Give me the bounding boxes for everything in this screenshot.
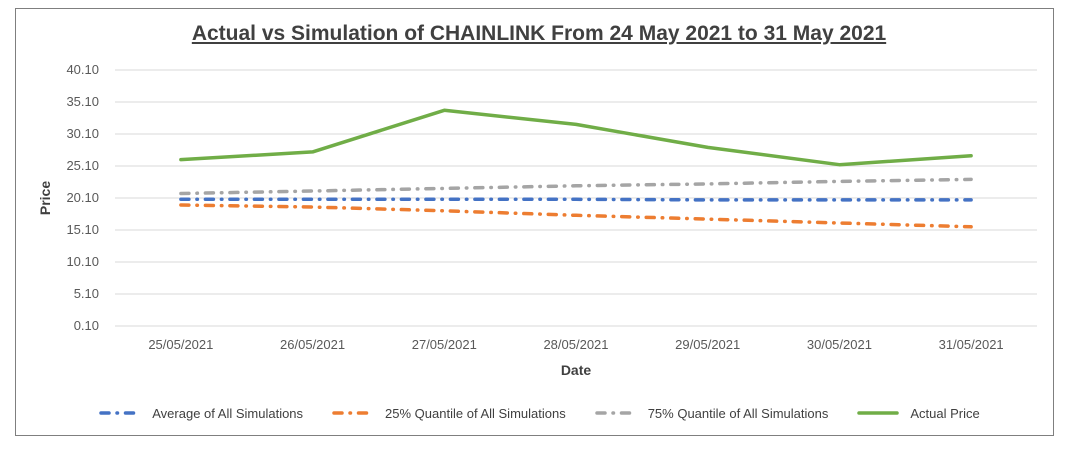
- y-tick-label-3: 15.10: [66, 222, 99, 237]
- legend-item-1: 25% Quantile of All Simulations: [331, 406, 566, 421]
- x-tick-label-5: 30/05/2021: [807, 337, 872, 352]
- legend-item-2: 75% Quantile of All Simulations: [594, 405, 829, 421]
- x-tick-labels: 25/05/2021 26/05/2021 27/05/2021 28/05/2021…: [148, 337, 1003, 352]
- y-tick-label-8: 40.10: [66, 62, 99, 77]
- chart-frame: [15, 8, 1054, 436]
- series-lines: [179, 108, 973, 229]
- y-tick-labels: 0.10 5.10 10.10 15.10 20.10 25.10 30.10 35.10 40…: [66, 62, 99, 333]
- series-line-0: [179, 197, 973, 202]
- series-line-3: [179, 108, 973, 167]
- y-tick-label-2: 10.10: [66, 254, 99, 269]
- series-line-2: [179, 177, 973, 196]
- legend-label-3: Actual Price: [910, 405, 980, 421]
- legend-label-2: 75% Quantile of All Simulations: [647, 405, 829, 421]
- y-tick-label-7: 35.10: [66, 94, 99, 109]
- legend-swatch-0: [99, 411, 141, 415]
- chart-title: Actual vs Simulation of CHAINLINK From 2…: [191, 22, 887, 45]
- legend-item-0: Average of All Simulations: [98, 406, 303, 421]
- x-tick-label-0: 25/05/2021: [148, 337, 213, 352]
- x-tick-label-4: 29/05/2021: [675, 337, 740, 352]
- legend-swatch-3: [857, 411, 900, 415]
- x-tick-label-2: 27/05/2021: [412, 337, 477, 352]
- y-tick-label-0: 0.10: [74, 318, 99, 333]
- legend-label-1: 25% Quantile of All Simulations: [385, 405, 566, 421]
- legend-label-0: Average of All Simulations: [152, 405, 304, 421]
- y-tick-label-6: 30.10: [66, 126, 99, 141]
- x-tick-label-1: 26/05/2021: [280, 337, 345, 352]
- chart-plot: 0.10 5.10 10.10 15.10 20.10 25.10 30.10 35.10 40…: [37, 62, 1037, 378]
- x-tick-label-6: 31/05/2021: [939, 337, 1004, 352]
- y-axis-label: Price: [37, 181, 53, 215]
- legend: Average of All Simulations 25% Quantile o…: [0, 402, 1078, 424]
- y-tick-label-4: 20.10: [66, 190, 99, 205]
- legend-item-3: Actual Price: [856, 405, 980, 421]
- series-line-1: [179, 203, 973, 229]
- legend-swatch-2: [594, 411, 637, 415]
- x-tick-label-3: 28/05/2021: [543, 337, 608, 352]
- gridlines: [115, 69, 1037, 327]
- y-tick-label-1: 5.10: [74, 286, 99, 301]
- legend-swatch-1: [332, 411, 374, 415]
- y-tick-label-5: 25.10: [66, 158, 99, 173]
- x-axis-label: Date: [561, 362, 592, 378]
